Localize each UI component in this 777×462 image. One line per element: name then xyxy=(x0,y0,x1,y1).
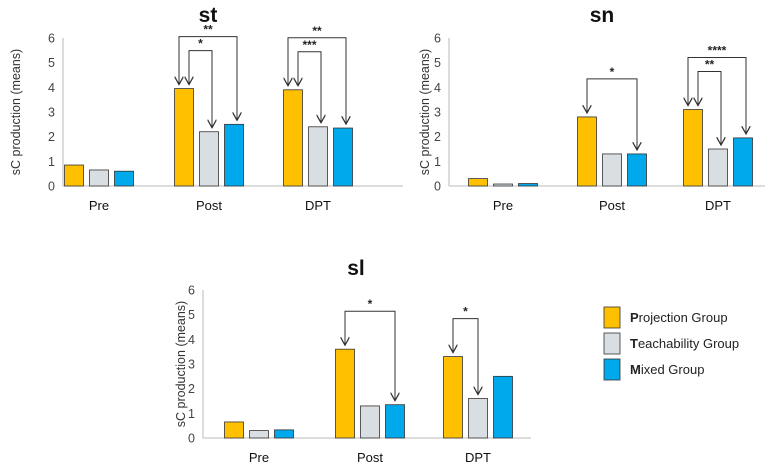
significance-bracket xyxy=(587,78,637,150)
bar-projection-group-dpt xyxy=(683,109,703,187)
bar-projection-group-dpt xyxy=(443,356,463,439)
bar-mixed-group-post xyxy=(385,404,405,439)
bar-mixed-group-post xyxy=(627,153,647,187)
y-tick-label: 3 xyxy=(48,106,55,120)
y-tick-label: 0 xyxy=(48,180,55,194)
legend-swatch xyxy=(603,332,621,355)
y-tick-label: 3 xyxy=(434,106,441,120)
x-tick-label: Post xyxy=(357,450,383,462)
significance-label: *** xyxy=(302,38,316,52)
x-tick-label: DPT xyxy=(465,450,491,462)
significance-label: * xyxy=(463,305,468,319)
legend-swatch xyxy=(603,306,621,329)
bar-projection-group-dpt xyxy=(283,89,303,187)
x-tick-label: Post xyxy=(196,198,222,213)
y-tick-label: 6 xyxy=(434,32,441,46)
y-tick-label: 3 xyxy=(188,358,195,372)
x-tick-label: Post xyxy=(599,198,625,213)
y-tick-label: 0 xyxy=(434,180,441,194)
bar-projection-group-pre xyxy=(64,164,84,187)
chart-sl: sl sC production (means)0 1 2 3 4 5 6 Pre Post DPT… xyxy=(174,257,531,462)
y-tick-label: 1 xyxy=(188,407,195,421)
x-tick-label: DPT xyxy=(705,198,731,213)
significance-label: ** xyxy=(203,23,213,37)
bar-mixed-group-post xyxy=(224,123,244,187)
chart-title: sn xyxy=(590,4,615,27)
bar-teachability-group-post xyxy=(199,131,219,187)
significance-label: ** xyxy=(312,24,322,38)
chart-title: sl xyxy=(347,257,365,280)
y-tick-label: 1 xyxy=(434,155,441,169)
bar-mixed-group-dpt xyxy=(333,127,353,187)
y-tick-label: 4 xyxy=(48,81,55,95)
bar-teachability-group-pre xyxy=(493,183,513,187)
y-tick-label: 1 xyxy=(48,155,55,169)
bar-teachability-group-dpt xyxy=(308,126,328,187)
y-tick-label: 2 xyxy=(48,130,55,144)
bar-teachability-group-pre xyxy=(249,430,269,439)
y-tick-label: 4 xyxy=(188,333,195,347)
legend: Projection Group Teachability Group Mixed … xyxy=(603,306,739,381)
bar-projection-group-pre xyxy=(468,178,488,187)
legend-label: Projection Group xyxy=(630,310,728,325)
y-tick-label: 4 xyxy=(434,81,441,95)
legend-label: Mixed Group xyxy=(630,362,704,377)
x-tick-label: Pre xyxy=(249,450,269,462)
significance-label: * xyxy=(368,297,373,311)
chart-title: st xyxy=(199,4,218,27)
significance-bracket xyxy=(288,37,346,124)
y-tick-label: 2 xyxy=(188,382,195,396)
y-tick-label: 2 xyxy=(434,130,441,144)
bar-mixed-group-dpt xyxy=(493,375,513,439)
bar-mixed-group-pre xyxy=(274,429,294,439)
significance-label: * xyxy=(610,65,615,79)
significance-label: **** xyxy=(708,44,727,58)
y-tick-label: 5 xyxy=(188,308,195,322)
y-tick-label: 0 xyxy=(188,432,195,446)
x-tick-label: Pre xyxy=(493,198,513,213)
significance-bracket xyxy=(688,57,746,134)
bar-teachability-group-post xyxy=(360,405,380,439)
significance-bracket xyxy=(179,36,237,121)
bar-projection-group-pre xyxy=(224,421,244,439)
bar-teachability-group-pre xyxy=(89,169,109,187)
bar-teachability-group-dpt xyxy=(708,148,728,187)
y-tick-label: 6 xyxy=(188,284,195,298)
significance-bracket xyxy=(189,50,212,128)
y-axis-label: sC production (means) xyxy=(174,301,188,427)
x-tick-label: DPT xyxy=(305,198,331,213)
significance-bracket xyxy=(453,318,478,395)
legend-label: Teachability Group xyxy=(630,336,739,351)
significance-label: ** xyxy=(705,58,715,72)
y-tick-label: 5 xyxy=(48,56,55,70)
significance-bracket xyxy=(345,310,395,401)
bar-projection-group-post xyxy=(335,348,355,439)
y-axis-label: sC production (means) xyxy=(9,49,23,175)
bar-teachability-group-dpt xyxy=(468,398,488,439)
bar-mixed-group-pre xyxy=(114,170,134,187)
bar-projection-group-post xyxy=(577,116,597,187)
significance-bracket xyxy=(298,51,321,123)
significance-label: * xyxy=(198,37,203,51)
y-axis-label: sC production (means) xyxy=(418,49,432,175)
legend-swatch xyxy=(603,358,621,381)
y-tick-label: 5 xyxy=(434,56,441,70)
bar-mixed-group-dpt xyxy=(733,137,753,187)
significance-bracket xyxy=(698,71,721,145)
bar-mixed-group-pre xyxy=(518,183,538,187)
bar-teachability-group-post xyxy=(602,153,622,187)
y-tick-label: 6 xyxy=(48,32,55,46)
x-tick-label: Pre xyxy=(89,198,109,213)
chart-sn: sn sC production (means)0 1 2 3 4 5 6 Pre Post DPT… xyxy=(418,4,765,213)
chart-st: st sC production (means) 0 1 2 3 4 5 6 Pre Post DPT… xyxy=(9,4,403,213)
bar-projection-group-post xyxy=(174,88,194,187)
